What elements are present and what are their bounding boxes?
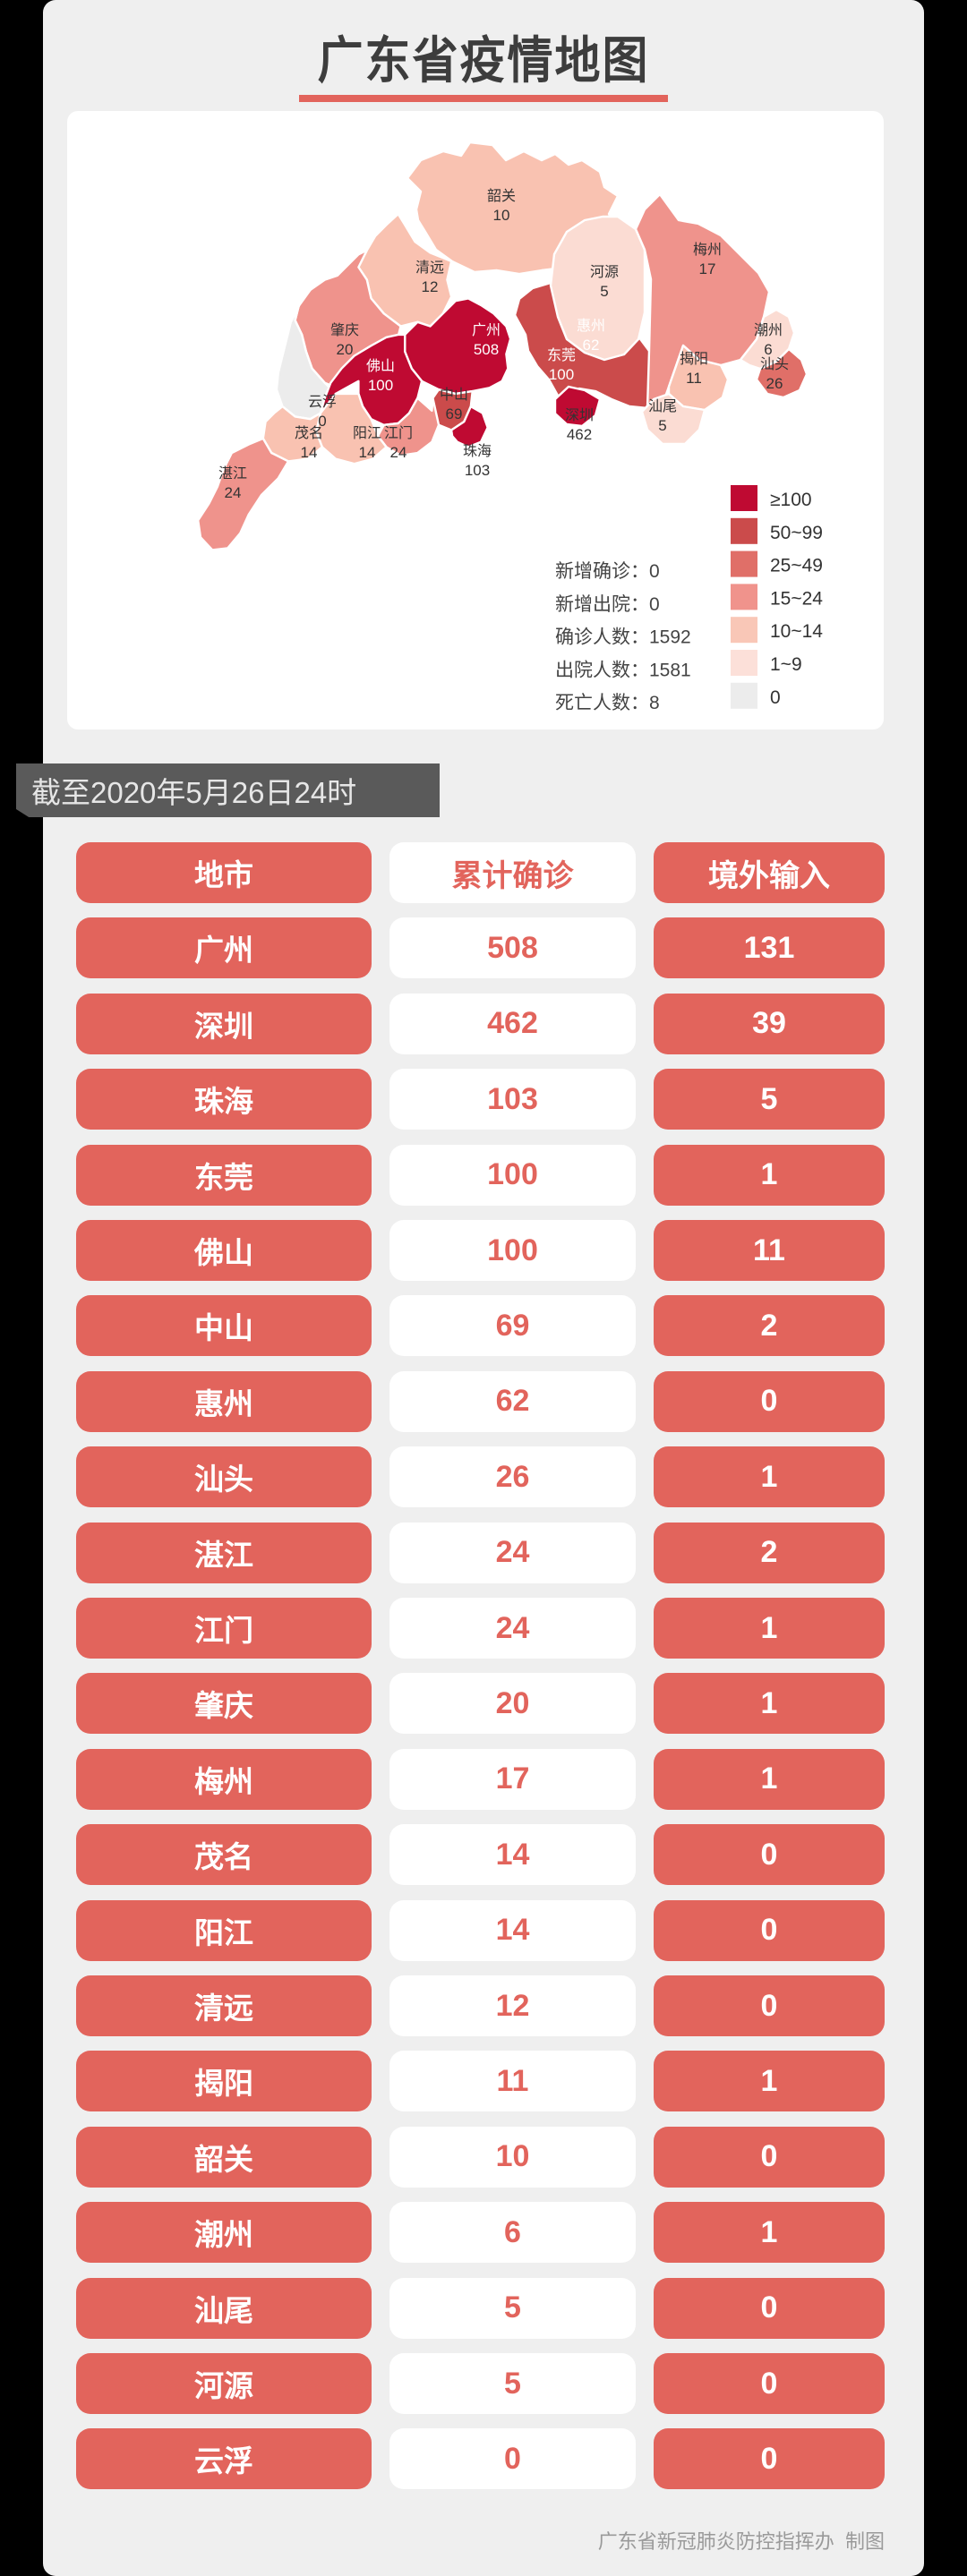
svg-text:≥100: ≥100 xyxy=(770,490,812,510)
svg-text:14: 14 xyxy=(301,444,318,461)
svg-text:100: 100 xyxy=(549,366,574,383)
svg-text:1~9: 1~9 xyxy=(770,654,802,675)
svg-text:5: 5 xyxy=(658,417,666,434)
svg-text:11: 11 xyxy=(686,370,702,387)
svg-text:阳江: 阳江 xyxy=(353,425,381,441)
svg-text:湛江: 湛江 xyxy=(218,465,247,482)
svg-text:新增出院：0: 新增出院：0 xyxy=(555,594,660,615)
svg-text:20: 20 xyxy=(337,341,354,358)
svg-text:10: 10 xyxy=(493,207,510,224)
svg-text:6: 6 xyxy=(764,341,772,358)
svg-text:新增确诊：0: 新增确诊：0 xyxy=(555,561,660,582)
svg-text:梅州: 梅州 xyxy=(693,242,722,258)
svg-text:24: 24 xyxy=(225,484,242,501)
svg-text:广州: 广州 xyxy=(472,322,501,338)
svg-text:河源: 河源 xyxy=(590,264,619,280)
svg-text:50~99: 50~99 xyxy=(770,523,823,543)
svg-text:0: 0 xyxy=(770,687,781,708)
svg-text:死亡人数：8: 死亡人数：8 xyxy=(555,693,660,713)
svg-text:确诊人数：1592: 确诊人数：1592 xyxy=(555,627,691,648)
svg-text:14: 14 xyxy=(359,444,376,461)
svg-text:清远: 清远 xyxy=(415,260,444,276)
svg-text:508: 508 xyxy=(474,341,499,358)
svg-text:韶关: 韶关 xyxy=(487,188,516,204)
svg-text:潮州: 潮州 xyxy=(754,322,783,338)
svg-text:东莞: 东莞 xyxy=(547,347,576,363)
svg-text:出院人数：1581: 出院人数：1581 xyxy=(555,660,691,680)
svg-text:云浮: 云浮 xyxy=(308,394,337,410)
svg-text:26: 26 xyxy=(766,375,783,392)
svg-text:15~24: 15~24 xyxy=(770,588,823,609)
svg-text:10~14: 10~14 xyxy=(770,621,823,642)
svg-text:103: 103 xyxy=(465,462,490,479)
svg-text:佛山: 佛山 xyxy=(366,358,395,374)
svg-text:汕头: 汕头 xyxy=(760,356,789,372)
svg-text:17: 17 xyxy=(699,260,716,277)
svg-text:揭阳: 揭阳 xyxy=(680,351,708,367)
svg-text:24: 24 xyxy=(390,444,407,461)
svg-text:惠州: 惠州 xyxy=(577,318,605,334)
svg-text:珠海: 珠海 xyxy=(463,443,492,459)
svg-text:中山: 中山 xyxy=(440,387,468,403)
svg-text:462: 462 xyxy=(567,426,592,443)
svg-text:62: 62 xyxy=(583,337,600,354)
svg-text:25~49: 25~49 xyxy=(770,556,823,576)
svg-text:江门: 江门 xyxy=(384,425,413,441)
svg-text:5: 5 xyxy=(600,283,608,300)
svg-text:肇庆: 肇庆 xyxy=(330,322,359,338)
svg-text:69: 69 xyxy=(446,405,463,422)
svg-text:茂名: 茂名 xyxy=(295,425,323,441)
svg-text:100: 100 xyxy=(368,377,393,394)
svg-text:汕尾: 汕尾 xyxy=(648,398,677,414)
svg-text:深圳: 深圳 xyxy=(565,407,594,423)
svg-text:12: 12 xyxy=(422,278,439,295)
